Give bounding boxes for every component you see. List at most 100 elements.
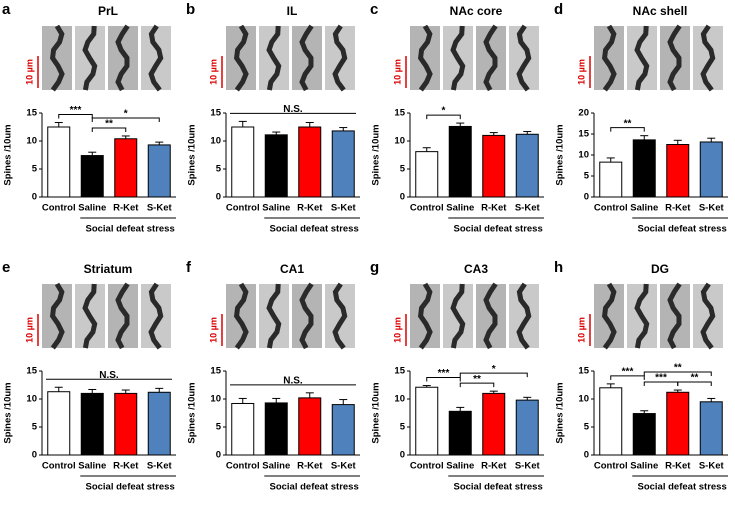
group-label: Social defeat stress: [86, 482, 175, 493]
dendrite: [233, 282, 249, 350]
y-tick-label: 15: [578, 366, 589, 377]
bar: [264, 402, 288, 456]
y-tick-label: 5: [400, 422, 406, 433]
x-tick-label: Control: [42, 203, 76, 214]
dendrite: [417, 24, 433, 92]
dendrite: [700, 24, 716, 92]
bar: [147, 391, 171, 456]
significance-label: *: [492, 364, 496, 375]
significance-label: N.S.: [283, 375, 303, 386]
scale-label: 10 µm: [24, 59, 34, 85]
dendrite: [667, 24, 682, 92]
scale-label: 10 µm: [392, 59, 402, 85]
micrograph: [509, 284, 539, 348]
y-axis-label: Spines /10um: [187, 124, 198, 185]
micrograph: [141, 284, 171, 348]
x-tick-label: S-Ket: [147, 203, 173, 214]
group-label: Social defeat stress: [270, 224, 359, 235]
y-axis-label: Spines /10um: [3, 124, 14, 185]
dendrite: [266, 25, 282, 91]
y-tick-label: 0: [400, 192, 405, 203]
dendrite: [667, 282, 682, 350]
scale-label: 10 µm: [24, 317, 34, 343]
y-axis-label: Spines /10um: [371, 124, 382, 185]
y-tick-label: 15: [578, 129, 589, 140]
significance-bracket: [610, 375, 645, 380]
y-tick-label: 5: [216, 164, 222, 175]
micrograph: [509, 26, 539, 90]
y-tick-label: 10: [578, 150, 589, 161]
micrograph: [325, 26, 355, 90]
y-tick-label: 0: [584, 192, 589, 203]
bar: [666, 391, 690, 456]
panel-title: Striatum: [84, 262, 133, 276]
significance-bracket: [91, 117, 160, 122]
significance-label: ***: [70, 105, 82, 116]
panel-letter: a: [2, 1, 11, 18]
significance-label: N.S.: [283, 104, 303, 115]
panel-title: PrL: [98, 4, 118, 18]
x-tick-label: R-Ket: [481, 461, 507, 472]
bar: [298, 397, 322, 456]
group-label: Social defeat stress: [86, 224, 175, 235]
dendrite: [299, 282, 314, 350]
dendrite: [233, 24, 249, 92]
micrograph: [42, 26, 72, 90]
bar: [331, 130, 355, 198]
bar: [80, 155, 104, 198]
bar: [264, 134, 288, 198]
significance-bracket: [459, 372, 528, 378]
dendrite: [483, 282, 498, 350]
significance-bracket: [58, 114, 93, 119]
bar: [114, 392, 138, 456]
panel-title: NAc shell: [633, 4, 688, 18]
x-tick-label: R-Ket: [297, 461, 323, 472]
y-tick-label: 10: [210, 394, 221, 405]
y-tick-label: 15: [394, 108, 405, 119]
y-tick-label: 0: [32, 192, 37, 203]
micrograph: [42, 284, 72, 348]
y-tick-label: 10: [578, 394, 589, 405]
bar: [448, 125, 472, 198]
dendrite: [483, 24, 498, 92]
y-tick-label: 5: [400, 164, 406, 175]
dendrite: [266, 283, 282, 349]
significance-label: **: [691, 373, 699, 384]
y-axis-label: Spines /10um: [3, 382, 14, 443]
bar: [47, 391, 71, 456]
group-label: Social defeat stress: [454, 482, 543, 493]
dendrite: [516, 24, 532, 92]
bar: [47, 126, 71, 198]
dendrite: [332, 282, 348, 350]
group-label: Social defeat stress: [454, 224, 543, 235]
scale-label: 10 µm: [576, 317, 586, 343]
panel-letter: h: [554, 259, 563, 276]
panel-letter: c: [370, 1, 378, 18]
panel-title: DG: [651, 262, 669, 276]
dendrite: [148, 24, 164, 92]
bar: [599, 387, 623, 456]
y-tick-label: 20: [578, 108, 589, 119]
dendrite: [634, 25, 650, 91]
bar: [114, 138, 138, 198]
bar: [515, 133, 539, 198]
panel-letter: b: [186, 1, 195, 18]
y-axis-label: Spines /10um: [371, 382, 382, 443]
y-tick-label: 15: [26, 108, 37, 119]
panel-letter: f: [186, 259, 192, 276]
scale-label: 10 µm: [208, 317, 218, 343]
y-tick-label: 0: [584, 450, 589, 461]
x-tick-label: Saline: [630, 203, 658, 214]
bar: [666, 144, 690, 198]
panel-title: CA3: [464, 262, 488, 276]
bar: [482, 392, 506, 456]
y-tick-label: 10: [394, 136, 405, 147]
x-tick-label: R-Ket: [481, 203, 507, 214]
y-tick-label: 15: [210, 366, 221, 377]
y-tick-label: 15: [394, 366, 405, 377]
y-axis-label: Spines /10um: [555, 124, 566, 185]
dendrite: [634, 283, 650, 349]
x-tick-label: Control: [410, 461, 444, 472]
micrograph: [410, 26, 440, 90]
